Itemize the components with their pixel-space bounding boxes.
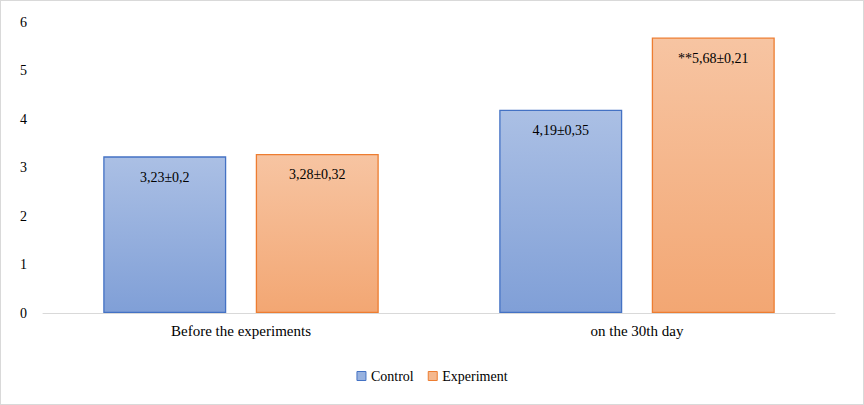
svg-text:3,23±0,2: 3,23±0,2	[140, 170, 190, 185]
svg-text:5: 5	[20, 63, 27, 78]
svg-text:Control: Control	[371, 369, 414, 384]
svg-text:Experiment: Experiment	[442, 369, 507, 384]
svg-text:3,28±0,32: 3,28±0,32	[289, 167, 346, 182]
svg-text:0: 0	[20, 306, 27, 321]
svg-text:3: 3	[20, 160, 27, 175]
svg-text:2: 2	[20, 209, 27, 224]
svg-text:4: 4	[20, 112, 27, 127]
svg-text:Before the experiments: Before the experiments	[171, 323, 311, 339]
svg-text:on the 30th day: on the 30th day	[591, 323, 684, 339]
svg-text:4,19±0,35: 4,19±0,35	[532, 123, 589, 138]
svg-text:6: 6	[20, 15, 27, 30]
svg-text:1: 1	[20, 257, 27, 272]
svg-text:**5,68±0,21: **5,68±0,21	[678, 51, 749, 66]
